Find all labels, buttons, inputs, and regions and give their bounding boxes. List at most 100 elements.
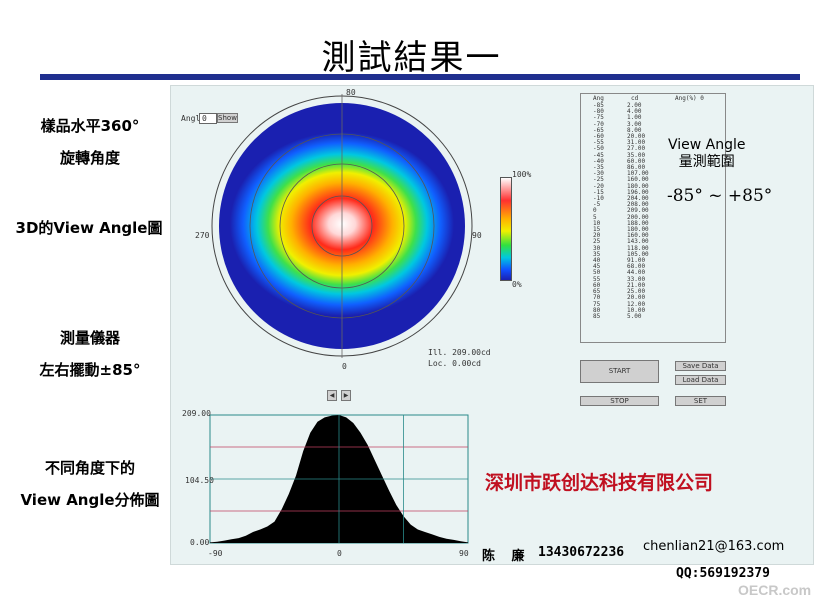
color-scale-bar — [500, 177, 512, 281]
table-cell-value: 3.00 — [627, 120, 642, 128]
table-cell-angle: 55 — [593, 275, 601, 283]
color-scale-top: 100% — [512, 170, 532, 179]
table-cell-angle: -30 — [593, 170, 604, 178]
table-cell-value: 33.00 — [627, 275, 646, 283]
angle-input[interactable]: 0 — [199, 113, 217, 124]
table-cell-value: 160.00 — [627, 176, 649, 184]
table-cell-value: 107.00 — [627, 170, 649, 178]
table-cell-value: 91.00 — [627, 257, 646, 265]
table-cell-value: 118.00 — [627, 244, 649, 252]
table-cell-value: 68.00 — [627, 263, 646, 271]
page-title: 測試結果一 — [321, 38, 502, 78]
label-instrument-line2: 左右擺動±85° — [39, 361, 141, 379]
label-rotation: 樣品水平360° 旋轉角度 — [20, 110, 160, 174]
table-cell-angle: 45 — [593, 263, 601, 271]
table-cell-angle: 0 — [593, 207, 597, 215]
load-data-button[interactable]: Load Data — [675, 375, 726, 385]
table-cell-angle: -70 — [593, 120, 604, 128]
table-cell-angle: 35 — [593, 250, 601, 258]
table-cell-value: 204.00 — [627, 195, 649, 203]
label-3d-line1: 3D的View Angle圖 — [15, 219, 163, 237]
table-cell-value: 20.00 — [627, 133, 646, 141]
table-cell-value: 196.00 — [627, 188, 649, 196]
view-angle-title: View Angle — [668, 137, 746, 153]
contact-phone: 13430672236 — [538, 545, 625, 560]
polar-label-left: 270 — [195, 231, 210, 240]
table-cell-angle: -20 — [593, 182, 604, 190]
table-cell-angle: 80 — [593, 306, 601, 314]
table-cell-angle: 40 — [593, 257, 601, 265]
label-3d-view-angle: 3D的View Angle圖 — [14, 217, 164, 238]
table-cell-value: 60.00 — [627, 157, 646, 165]
table-cell-value: 35.00 — [627, 151, 646, 159]
y-axis-max-label: 209.00 — [182, 409, 211, 418]
show-button[interactable]: Show — [217, 113, 238, 123]
table-cell-angle: 65 — [593, 288, 601, 296]
table-cell-angle: -65 — [593, 126, 604, 134]
y-axis-min-label: 0.00 — [190, 538, 210, 547]
table-cell-value: 10.00 — [627, 306, 646, 314]
table-cell-value: 180.00 — [627, 182, 649, 190]
table-cell-angle: -50 — [593, 145, 604, 153]
table-header-cd: cd — [631, 95, 639, 102]
save-data-button[interactable]: Save Data — [675, 361, 726, 371]
label-instrument-line1: 測量儀器 — [59, 329, 120, 347]
label-rotation-line2: 旋轉角度 — [59, 149, 120, 167]
x-axis-mid-label: 0 — [337, 549, 342, 558]
max-luminance-readout: Ill. 209.00cd — [428, 348, 491, 357]
table-cell-value: 27.00 — [627, 145, 646, 153]
start-button[interactable]: START — [580, 360, 659, 383]
contact-qq: QQ:569192379 — [676, 566, 770, 581]
label-rotation-line1: 樣品水平360° — [40, 117, 140, 135]
angle-data-table[interactable]: Ang cd Ang(%) 0 -85 -80 -75 -70 -65 -60 -55 -50… — [580, 93, 726, 343]
table-angle-column: -85 -80 -75 -70 -65 -60 -55 -50 -45 -40 -35 -30 -25-… — [593, 102, 604, 320]
set-button[interactable]: SET — [675, 396, 726, 406]
stop-button[interactable]: STOP — [580, 396, 659, 406]
table-header-angle: Ang — [593, 95, 604, 102]
table-cell-angle: -35 — [593, 164, 604, 172]
table-cell-angle: 25 — [593, 238, 601, 246]
table-cell-angle: -25 — [593, 176, 604, 184]
company-name: 深圳市跃创达科技有限公司 — [485, 472, 714, 494]
polar-label-bottom: 0 — [342, 362, 347, 371]
table-cell-angle: -75 — [593, 114, 604, 122]
view-angle-range: -85° ~ +85° — [667, 186, 773, 206]
table-cell-angle: -10 — [593, 195, 604, 203]
table-cell-angle: 15 — [593, 226, 601, 234]
label-distribution-line2: View Angle分佈圖 — [20, 491, 160, 509]
table-cell-value: 5.00 — [627, 312, 642, 320]
table-cell-angle: 10 — [593, 219, 601, 227]
angle-label: Angle — [181, 114, 206, 123]
table-cell-value: 160.00 — [627, 232, 649, 240]
contact-name: 陈 廉 — [482, 549, 531, 564]
table-cell-value: 208.00 — [627, 201, 649, 209]
table-cell-angle: 50 — [593, 269, 601, 277]
table-cell-value: 200.00 — [627, 213, 649, 221]
x-axis-max-label: 90 — [459, 549, 469, 558]
table-cell-angle: -15 — [593, 188, 604, 196]
scroll-left-button[interactable]: ◀ — [327, 390, 337, 401]
table-header-ratio: Ang(%) 0 — [675, 95, 704, 102]
table-cell-value: 4.00 — [627, 108, 642, 116]
table-cell-angle: 60 — [593, 281, 601, 289]
y-axis-mid-label: 104.50 — [185, 476, 214, 485]
scroll-right-button[interactable]: ▶ — [341, 390, 351, 401]
table-cell-value: 31.00 — [627, 139, 646, 147]
table-cell-value: 25.00 — [627, 288, 646, 296]
table-cell-angle: 75 — [593, 300, 601, 308]
x-axis-min-label: -90 — [208, 549, 223, 558]
table-cell-value: 180.00 — [627, 226, 649, 234]
location-readout: Loc. 0.00cd — [428, 359, 481, 368]
watermark: OECR.com — [738, 582, 812, 598]
view-angle-info: View Angle 量測範圍 — [668, 137, 746, 171]
label-instrument: 測量儀器 左右擺動±85° — [18, 322, 162, 386]
table-cell-value: 209.00 — [627, 207, 649, 215]
table-cell-value: 8.00 — [627, 126, 642, 134]
table-value-column: 2.00 4.00 1.00 3.00 8.00 20.00 31.00 27.00 35.00… — [627, 102, 649, 320]
table-cell-value: 86.00 — [627, 164, 646, 172]
table-cell-value: 1.00 — [627, 114, 642, 122]
distribution-chart — [209, 414, 469, 544]
table-cell-angle: 30 — [593, 244, 601, 252]
table-cell-value: 21.00 — [627, 281, 646, 289]
table-cell-angle: -55 — [593, 139, 604, 147]
